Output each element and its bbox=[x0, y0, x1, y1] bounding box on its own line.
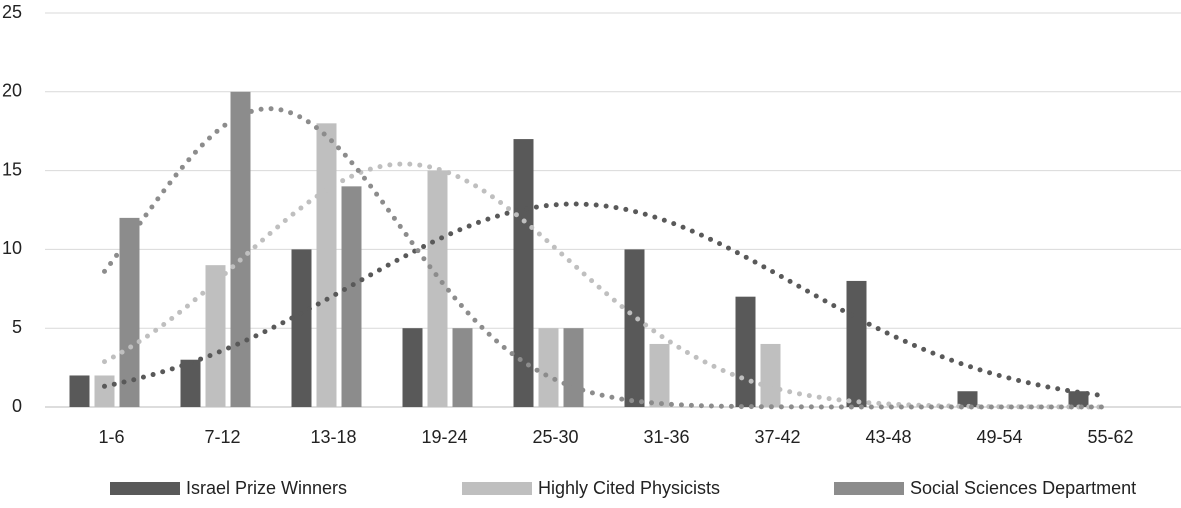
legend-label: Social Sciences Department bbox=[910, 478, 1136, 498]
x-tick-label: 31-36 bbox=[643, 427, 689, 447]
x-tick-label: 13-18 bbox=[310, 427, 356, 447]
legend-label: Highly Cited Physicists bbox=[538, 478, 720, 498]
x-tick-label: 55-62 bbox=[1087, 427, 1133, 447]
trend-line bbox=[102, 201, 1106, 399]
legend-swatch bbox=[462, 482, 532, 495]
legend-swatch bbox=[110, 482, 180, 495]
bar bbox=[563, 328, 584, 407]
bar bbox=[94, 375, 115, 407]
bar bbox=[624, 249, 645, 407]
x-tick-label: 1-6 bbox=[98, 427, 124, 447]
y-tick-label: 10 bbox=[2, 238, 22, 258]
bar bbox=[846, 280, 867, 407]
legend-swatch bbox=[834, 482, 904, 495]
x-tick-label: 43-48 bbox=[865, 427, 911, 447]
bar bbox=[427, 170, 448, 407]
x-tick-label: 25-30 bbox=[532, 427, 578, 447]
x-tick-label: 19-24 bbox=[421, 427, 467, 447]
bar bbox=[760, 343, 781, 407]
trend-line bbox=[102, 161, 1106, 410]
bar bbox=[230, 91, 251, 408]
bar bbox=[180, 359, 201, 407]
bar bbox=[957, 391, 978, 407]
bar bbox=[513, 139, 534, 407]
y-tick-label: 0 bbox=[12, 396, 22, 416]
bar bbox=[1068, 391, 1089, 407]
y-tick-label: 20 bbox=[2, 81, 22, 101]
bar bbox=[205, 265, 226, 407]
x-tick-label: 49-54 bbox=[976, 427, 1022, 447]
bar bbox=[649, 343, 670, 407]
bar bbox=[402, 328, 423, 407]
bar bbox=[452, 328, 473, 407]
bar bbox=[291, 249, 312, 407]
bar bbox=[119, 217, 140, 407]
y-tick-label: 15 bbox=[2, 159, 22, 179]
x-tick-label: 37-42 bbox=[754, 427, 800, 447]
y-tick-label: 25 bbox=[2, 2, 22, 22]
bar bbox=[69, 375, 90, 407]
bar bbox=[316, 123, 337, 407]
legend-label: Israel Prize Winners bbox=[186, 478, 347, 498]
bar bbox=[341, 186, 362, 407]
trend-line bbox=[102, 106, 1106, 410]
bar bbox=[538, 328, 559, 407]
y-tick-label: 5 bbox=[12, 317, 22, 337]
bar bbox=[735, 296, 756, 407]
x-tick-label: 7-12 bbox=[204, 427, 240, 447]
